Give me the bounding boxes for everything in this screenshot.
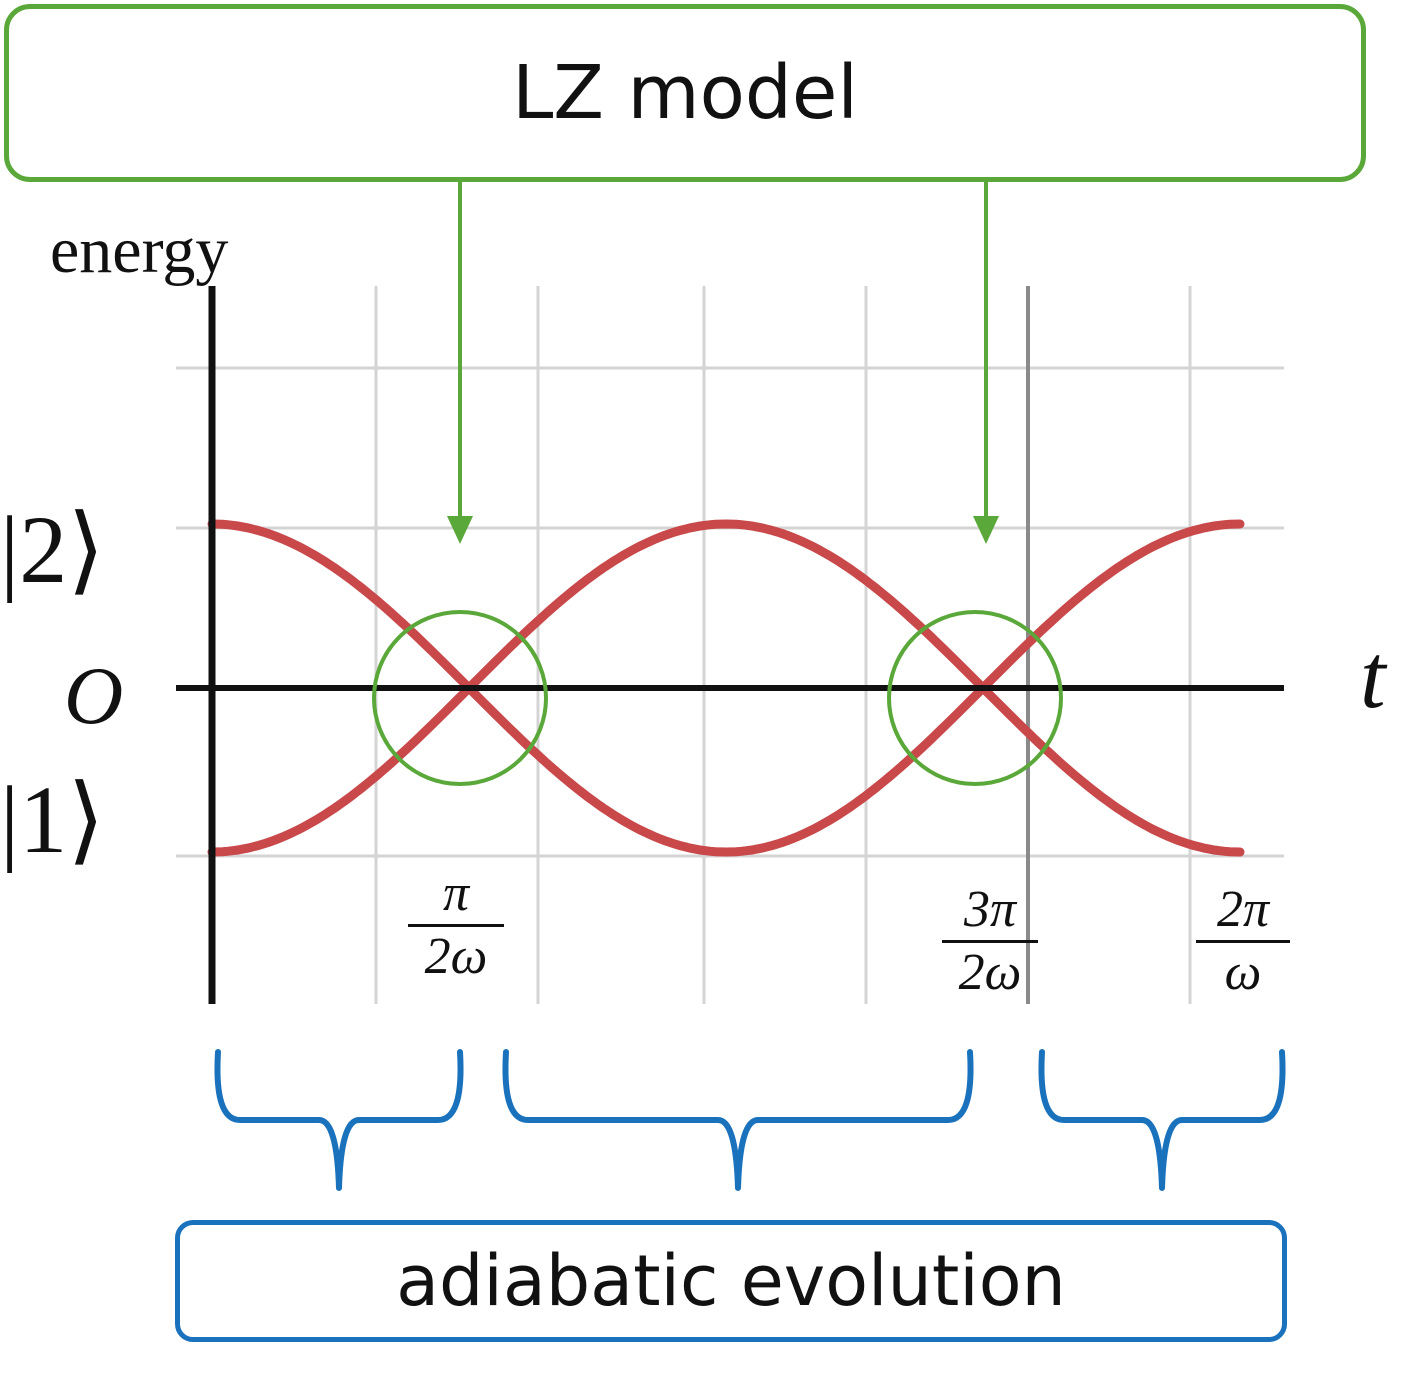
fraction-bar (408, 924, 504, 927)
adiabatic-evolution-box: adiabatic evolution (175, 1220, 1287, 1342)
ket-2-label: |2⟩ (0, 496, 105, 603)
x-tick-numerator: π (442, 865, 470, 922)
x-tick-pi-over-2omega: π 2ω (408, 868, 504, 983)
lz-crossing-markers (372, 182, 1063, 786)
energy-curve-level-2 (207, 519, 1245, 857)
x-tick-3pi-over-2omega: 3π 2ω (942, 884, 1038, 999)
x-tick-numerator: 2π (1216, 881, 1270, 938)
adiabatic-brace (1038, 1049, 1286, 1191)
x-tick-denominator: 2ω (958, 944, 1022, 1001)
grid-lines (176, 286, 1284, 1004)
x-axis-label: t (1360, 625, 1386, 727)
lz-arrow-head (447, 516, 473, 544)
adiabatic-brace (214, 1049, 464, 1191)
energy-curves (207, 519, 1245, 857)
x-tick-denominator: ω (1224, 944, 1262, 1001)
adiabatic-evolution-label: adiabatic evolution (396, 1240, 1066, 1322)
x-tick-numerator: 3π (963, 881, 1017, 938)
origin-label: O (64, 650, 124, 741)
lz-arrow-head (973, 516, 999, 544)
energy-curve-level-1 (207, 519, 1245, 857)
adiabatic-braces (214, 1049, 1286, 1191)
y-axis-label: energy (50, 214, 229, 287)
x-tick-denominator: 2ω (424, 928, 488, 985)
adiabatic-brace (502, 1049, 974, 1191)
lz-model-label: LZ model (512, 50, 858, 136)
fraction-bar (942, 940, 1038, 943)
lz-crossing-circle (887, 610, 1063, 786)
lz-model-box: LZ model (4, 4, 1366, 182)
lz-crossing-circle (372, 610, 548, 786)
fraction-bar (1196, 940, 1290, 943)
x-tick-2pi-over-omega: 2π ω (1196, 884, 1290, 999)
axes (176, 286, 1284, 1004)
ket-1-label: |1⟩ (0, 766, 105, 873)
